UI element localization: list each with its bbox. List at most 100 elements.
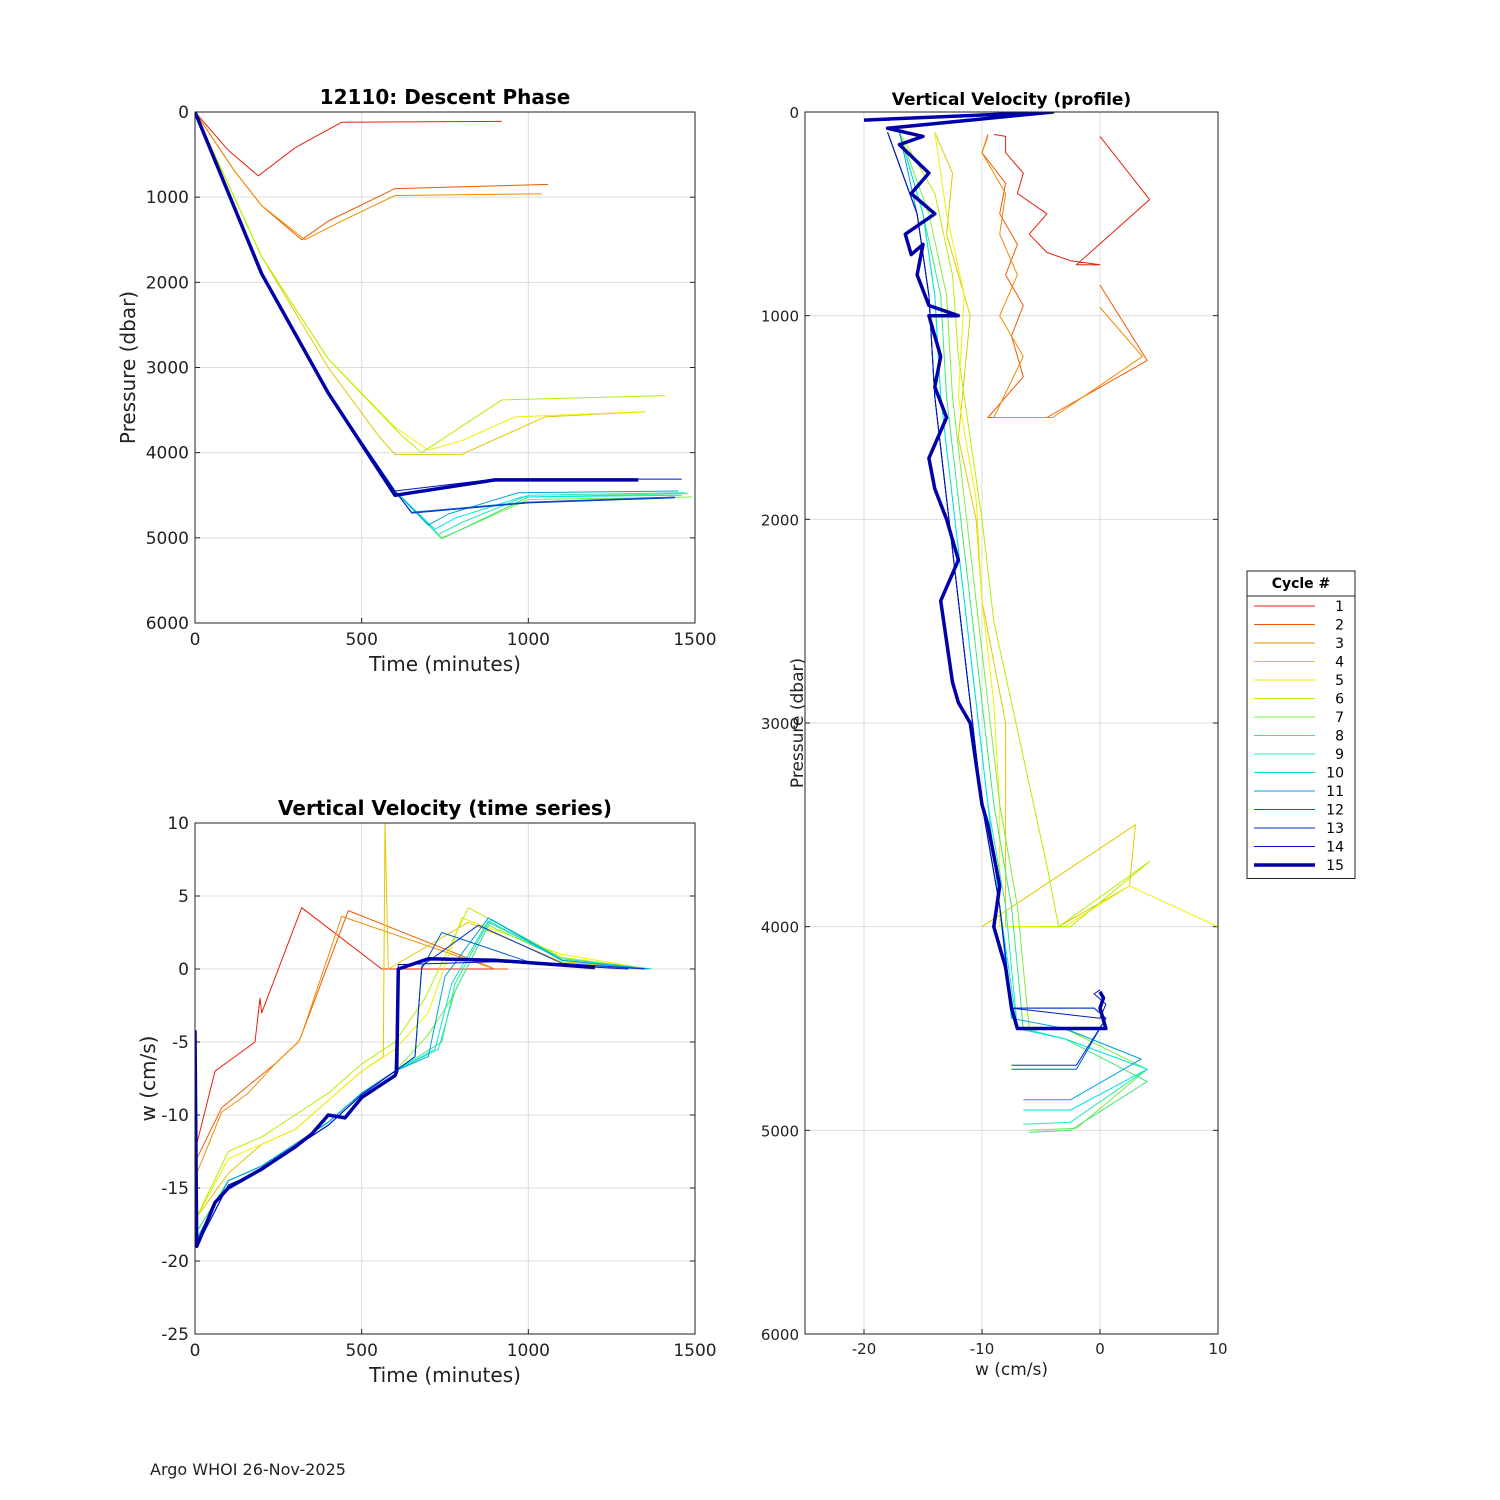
legend-entry: 10 xyxy=(1254,766,1344,782)
y-tick-label: -5 xyxy=(172,1033,189,1053)
x-tick-label: 500 xyxy=(345,630,377,650)
legend-title: Cycle # xyxy=(1272,576,1331,592)
chart-title: Vertical Velocity (profile) xyxy=(892,90,1131,110)
legend-entry: 2 xyxy=(1254,618,1344,634)
legend-label: 7 xyxy=(1335,710,1344,726)
series-line-cycle-15 xyxy=(195,957,596,1249)
y-tick-label: 3000 xyxy=(146,359,189,379)
chart-title: 12110: Descent Phase xyxy=(320,85,571,109)
x-tick-label: 0 xyxy=(1095,1340,1105,1358)
y-tick-label: 1000 xyxy=(146,188,189,208)
legend-entry: 6 xyxy=(1254,692,1344,708)
x-tick-label: -20 xyxy=(852,1340,877,1358)
legend-label: 8 xyxy=(1335,729,1344,745)
legend-label: 14 xyxy=(1326,840,1344,856)
series-line-cycle-8 xyxy=(898,132,1148,1133)
legend-label: 12 xyxy=(1326,803,1344,819)
series-line-cycle-6 xyxy=(898,132,1151,928)
descent-phase-panel: 0 500 1000 1500 0 1000 2000 3000 4000 5000 6000 121… xyxy=(116,85,717,676)
legend-label: 1 xyxy=(1335,599,1344,615)
y-tick-label: -25 xyxy=(161,1325,189,1345)
legend-entry: 13 xyxy=(1254,821,1344,837)
y-tick-label: 4000 xyxy=(761,919,799,937)
legend-entry: 14 xyxy=(1254,840,1344,856)
y-tick-label: 10 xyxy=(167,814,189,834)
y-tick-label: -10 xyxy=(161,1106,189,1126)
legend-label: 9 xyxy=(1335,747,1344,763)
legend-label: 13 xyxy=(1326,821,1344,837)
plot-area xyxy=(195,823,695,1334)
x-tick-label: 10 xyxy=(1208,1340,1227,1358)
y-axis-label: Pressure (dbar) xyxy=(116,291,140,444)
y-tick-label: 5 xyxy=(178,887,189,907)
y-tick-label: -15 xyxy=(161,1179,189,1199)
y-tick-label: 6000 xyxy=(146,614,189,634)
legend-entry: 5 xyxy=(1254,673,1344,689)
velocity-time-series-panel: 0 500 1000 1500 10 5 0 -5 -10 -15 -20 -25 Vertical V… xyxy=(136,796,717,1387)
x-tick-label: 0 xyxy=(190,1341,201,1361)
series-line-cycle-4 xyxy=(195,112,646,455)
legend-entry: 12 xyxy=(1254,803,1344,819)
y-tick-label: 3000 xyxy=(761,715,799,733)
series-group xyxy=(195,112,692,540)
legend-entry: 11 xyxy=(1254,784,1344,800)
series-line-cycle-1 xyxy=(993,133,1151,266)
y-tick-label: 2000 xyxy=(146,273,189,293)
series-line-cycle-6 xyxy=(195,907,649,1218)
series-group xyxy=(195,823,652,1249)
y-axis-label: w (cm/s) xyxy=(136,1036,160,1122)
x-tick-label: 500 xyxy=(345,1341,377,1361)
y-tick-label: 6000 xyxy=(761,1326,799,1344)
axes-frame xyxy=(194,822,696,1335)
y-tick-label: 2000 xyxy=(761,511,799,529)
axes-frame xyxy=(804,111,1219,1335)
legend-label: 4 xyxy=(1335,655,1344,671)
series-line-cycle-14 xyxy=(195,961,629,1247)
series-line-cycle-5 xyxy=(195,917,649,1218)
series-line-cycle-1 xyxy=(195,907,495,1145)
legend-entry: 15 xyxy=(1254,858,1344,874)
x-tick-label: 1500 xyxy=(673,630,716,650)
legend-entry: 7 xyxy=(1254,710,1344,726)
legend-box xyxy=(1246,570,1356,879)
y-tick-label: 0 xyxy=(178,960,189,980)
legend-label: 2 xyxy=(1335,618,1344,634)
series-line-cycle-3 xyxy=(195,915,496,1174)
series-line-cycle-1 xyxy=(195,112,502,177)
series-group xyxy=(863,112,1218,1133)
chart-title: Vertical Velocity (time series) xyxy=(278,796,612,820)
x-tick-label: 1000 xyxy=(507,630,550,650)
x-tick-label: -10 xyxy=(970,1340,995,1358)
series-line-cycle-6 xyxy=(195,112,666,454)
legend-entry: 3 xyxy=(1254,636,1344,652)
x-tick-label: 0 xyxy=(190,630,201,650)
series-line-cycle-3 xyxy=(981,136,1143,418)
x-axis-label: Time (minutes) xyxy=(368,1363,521,1387)
x-axis-label: Time (minutes) xyxy=(368,652,521,676)
y-tick-label: 1000 xyxy=(761,308,799,326)
legend-label: 3 xyxy=(1335,636,1344,652)
y-tick-label: 4000 xyxy=(146,444,189,464)
legend-label: 10 xyxy=(1326,766,1344,782)
legend-entry: 8 xyxy=(1254,729,1344,745)
y-axis-label: Pressure (dbar) xyxy=(788,658,808,788)
series-line-cycle-15 xyxy=(195,112,639,498)
y-tick-label: 0 xyxy=(789,104,799,122)
x-tick-label: 1000 xyxy=(507,1341,550,1361)
y-tick-label: 0 xyxy=(178,103,189,123)
series-line-cycle-3 xyxy=(195,112,542,241)
y-tick-label: -20 xyxy=(161,1252,189,1272)
series-line-cycle-15 xyxy=(863,112,1108,1031)
footer-credit: Argo WHOI 26-Nov-2025 xyxy=(150,1460,346,1479)
legend-label: 15 xyxy=(1326,858,1344,874)
velocity-profile-panel: -20 -10 0 10 0 1000 2000 3000 4000 5000 6000 Vertic… xyxy=(761,90,1228,1380)
legend-entry: 9 xyxy=(1254,747,1344,763)
axes-frame xyxy=(194,111,696,624)
series-line-cycle-11 xyxy=(195,917,649,1240)
legend-entry: 1 xyxy=(1254,599,1344,615)
legend-label: 5 xyxy=(1335,673,1344,689)
x-tick-label: 1500 xyxy=(673,1341,716,1361)
legend-label: 11 xyxy=(1326,784,1344,800)
